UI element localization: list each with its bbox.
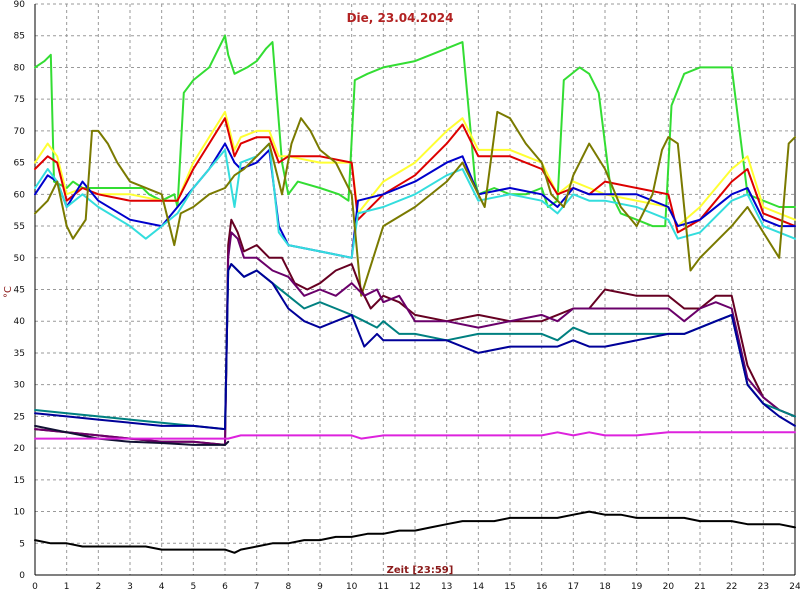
x-tick-label: 12 bbox=[409, 582, 420, 592]
x-tick-label: 0 bbox=[32, 582, 38, 592]
x-tick-label: 7 bbox=[254, 582, 260, 592]
series-line-1 bbox=[34, 34, 796, 228]
x-tick-label: 11 bbox=[378, 582, 389, 592]
axes bbox=[34, 4, 796, 576]
x-axis-label: Zeit [23:59] bbox=[387, 565, 454, 576]
y-tick-label: 20 bbox=[14, 444, 26, 454]
series-line-4 bbox=[34, 142, 796, 259]
x-tick-label: 2 bbox=[95, 582, 101, 592]
x-tick-label: 10 bbox=[346, 582, 358, 592]
y-tick-label: 45 bbox=[14, 286, 25, 296]
y-tick-label: 5 bbox=[19, 539, 25, 549]
y-axis-label: °C bbox=[3, 286, 14, 298]
x-tick-label: 21 bbox=[694, 582, 705, 592]
x-tick-label: 13 bbox=[441, 582, 452, 592]
y-tick-label: 80 bbox=[14, 63, 26, 73]
series-line-12 bbox=[34, 431, 796, 440]
chart-title: Die, 23.04.2024 bbox=[347, 11, 454, 25]
grid bbox=[35, 3, 795, 575]
series-group bbox=[34, 34, 796, 554]
tick-labels: 0 1 2 3 4 5 6 7 8 9 10 11 12 13 14 15 16 17 18 19 20 21 22 23 24… bbox=[14, 0, 800, 592]
x-tick-label: 20 bbox=[663, 582, 675, 592]
x-tick-label: 16 bbox=[536, 582, 548, 592]
y-tick-label: 70 bbox=[14, 127, 26, 137]
x-tick-label: 6 bbox=[222, 582, 228, 592]
y-tick-label: 25 bbox=[14, 412, 25, 422]
x-tick-label: 23 bbox=[758, 582, 769, 592]
y-tick-label: 40 bbox=[14, 317, 26, 327]
x-tick-label: 8 bbox=[285, 582, 291, 592]
x-tick-label: 15 bbox=[504, 582, 515, 592]
series-line-10 bbox=[34, 263, 796, 431]
x-tick-label: 9 bbox=[317, 582, 323, 592]
y-tick-label: 65 bbox=[14, 159, 25, 169]
x-tick-label: 17 bbox=[568, 582, 579, 592]
series-line-6 bbox=[34, 110, 796, 297]
y-tick-label: 0 bbox=[19, 571, 25, 581]
y-tick-label: 60 bbox=[14, 190, 26, 200]
series-line-13 bbox=[34, 510, 796, 554]
x-tick-label: 3 bbox=[127, 582, 133, 592]
y-tick-label: 35 bbox=[14, 349, 25, 359]
x-tick-label: 24 bbox=[789, 582, 800, 592]
y-tick-label: 30 bbox=[14, 381, 26, 391]
y-tick-label: 10 bbox=[14, 508, 26, 518]
x-tick-label: 18 bbox=[599, 582, 611, 592]
x-tick-label: 22 bbox=[726, 582, 737, 592]
y-tick-label: 75 bbox=[14, 95, 25, 105]
x-tick-label: 1 bbox=[64, 582, 70, 592]
y-tick-label: 15 bbox=[14, 476, 25, 486]
y-tick-label: 90 bbox=[14, 0, 26, 10]
x-tick-label: 4 bbox=[159, 582, 165, 592]
y-tick-label: 55 bbox=[14, 222, 25, 232]
y-tick-label: 50 bbox=[14, 254, 26, 264]
x-tick-label: 14 bbox=[473, 582, 485, 592]
x-tick-label: 5 bbox=[190, 582, 196, 592]
series-line-7 bbox=[34, 218, 796, 446]
y-tick-label: 85 bbox=[14, 32, 25, 42]
x-tick-label: 19 bbox=[631, 582, 643, 592]
series-line-11 bbox=[34, 424, 230, 446]
